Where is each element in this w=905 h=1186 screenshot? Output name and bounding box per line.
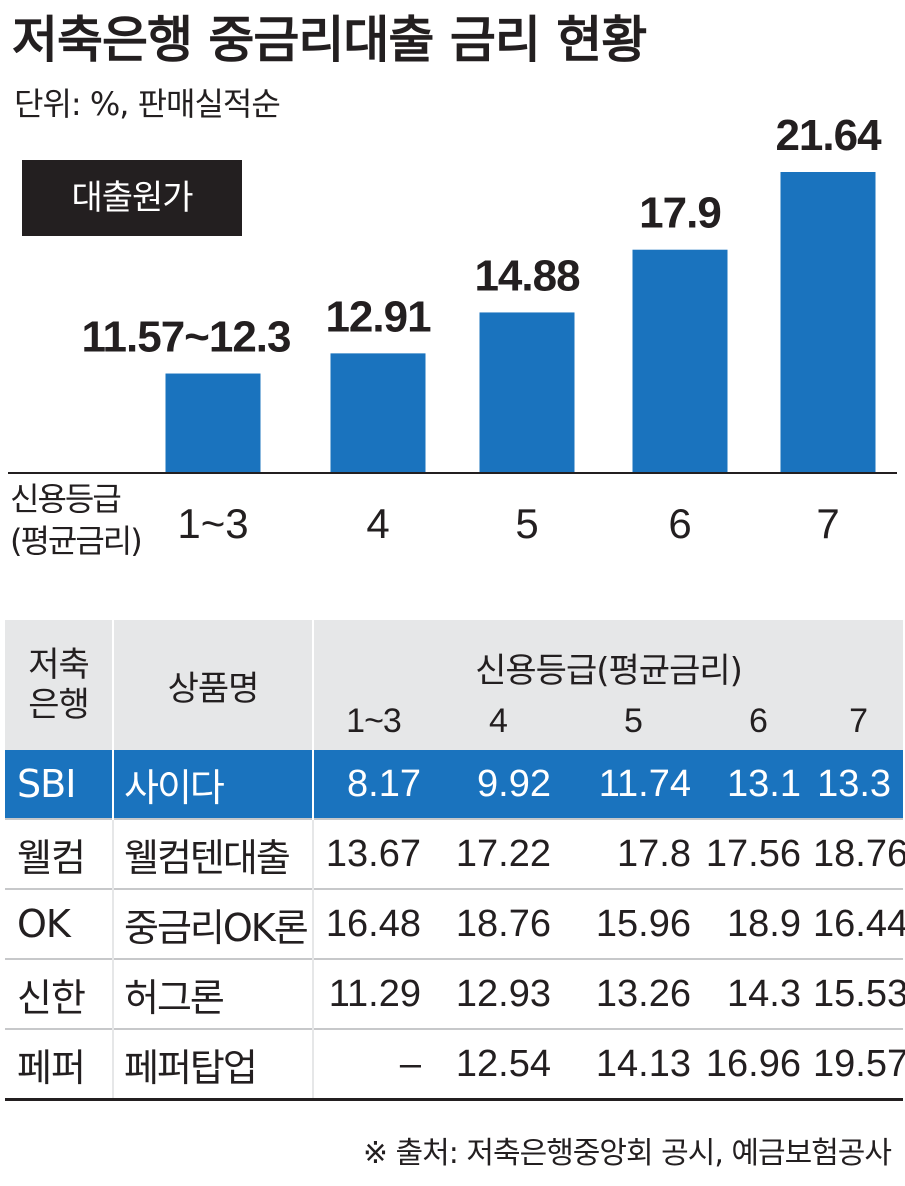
bar-4 bbox=[780, 172, 876, 472]
rate-cell: 11.29 bbox=[313, 958, 433, 1029]
bar-value-label-3: 17.9 bbox=[639, 189, 721, 238]
bar-1 bbox=[330, 353, 426, 472]
header-grade-3: 6 bbox=[703, 692, 813, 750]
source-note: ※ 출처: 저축은행중앙회 공시, 예금보험공사 bbox=[362, 1136, 892, 1171]
rate-table: 저축 은행 상품명 신용등급(평균금리) 1~3 4 5 6 7 SBI 사이다 8.17 9… bbox=[5, 620, 905, 1101]
rate-cell: 13.26 bbox=[563, 958, 703, 1029]
product-name: 페퍼탑업 bbox=[113, 1028, 314, 1100]
header-bank: 저축 은행 bbox=[5, 620, 114, 750]
rate-cell: 17.22 bbox=[433, 818, 563, 889]
bank-name: 웰컴 bbox=[5, 818, 114, 889]
rate-cell: 12.93 bbox=[433, 958, 563, 1029]
x-tick-label-2: 5 bbox=[515, 500, 538, 547]
x-tick-label-1: 4 bbox=[366, 500, 389, 547]
header-grade-4: 7 bbox=[813, 692, 904, 750]
x-tick-label-3: 6 bbox=[668, 500, 691, 547]
header-grade-1: 4 bbox=[433, 692, 563, 750]
bar-2 bbox=[479, 312, 575, 472]
header-bank-line1: 저축 bbox=[28, 645, 90, 685]
table-row: 신한 허그론 11.29 12.93 13.26 14.3 15.53 bbox=[5, 958, 905, 1029]
table-row: OK 중금리OK론 16.48 18.76 15.96 18.9 16.44 bbox=[5, 888, 905, 959]
bar-value-label-2: 14.88 bbox=[474, 251, 580, 300]
rate-cell: – bbox=[313, 1028, 433, 1100]
bar-value-label-0: 11.57~12.3 bbox=[81, 313, 290, 362]
bar-3 bbox=[632, 249, 728, 472]
rate-cell: 13.3 bbox=[813, 750, 904, 819]
rate-cell: 14.3 bbox=[703, 958, 813, 1029]
bar-value-label-4: 21.64 bbox=[775, 111, 882, 160]
rate-cell: 16.96 bbox=[703, 1028, 813, 1100]
table-row: SBI 사이다 8.17 9.92 11.74 13.1 13.3 bbox=[5, 750, 904, 819]
table-row: 웰컴 웰컴텐대출 13.67 17.22 17.8 17.56 18.76 bbox=[5, 818, 905, 889]
bank-name: 신한 bbox=[5, 958, 114, 1029]
unit-note: 단위: %, 판매실적순 bbox=[14, 85, 281, 123]
bar-chart: 11.57~12.3 1~3 12.91 4 14.88 5 17.9 6 21.64 7 bbox=[8, 111, 897, 547]
product-name: 중금리OK론 bbox=[113, 888, 314, 959]
header-grade-group: 신용등급(평균금리) bbox=[313, 620, 904, 692]
header-grade-0: 1~3 bbox=[313, 692, 433, 750]
product-name: 웰컴텐대출 bbox=[113, 818, 314, 889]
x-tick-label-0: 1~3 bbox=[177, 500, 248, 547]
bank-name: OK bbox=[5, 888, 114, 959]
bar-0 bbox=[165, 373, 261, 472]
bank-name: SBI bbox=[5, 750, 114, 819]
cost-tag: 대출원가 bbox=[22, 160, 242, 236]
rate-cell: 13.67 bbox=[313, 818, 433, 889]
rate-cell: 18.76 bbox=[813, 818, 905, 889]
rate-cell: 9.92 bbox=[433, 750, 563, 819]
table-row: 페퍼 페퍼탑업 –12.54 14.13 16.96 19.57 bbox=[5, 1028, 905, 1100]
rate-cell: 17.56 bbox=[703, 818, 813, 889]
rate-cell: 13.1 bbox=[703, 750, 813, 819]
rate-cell: 11.74 bbox=[563, 750, 703, 819]
rate-cell: 16.44 bbox=[813, 888, 905, 959]
x-axis-label-line2: (평균금리) bbox=[10, 522, 143, 560]
rate-cell: 18.76 bbox=[433, 888, 563, 959]
rate-cell: 17.8 bbox=[563, 818, 703, 889]
header-product: 상품명 bbox=[113, 620, 314, 750]
x-axis-label: 신용등급 (평균금리) bbox=[10, 478, 143, 562]
rate-cell: 15.96 bbox=[563, 888, 703, 959]
header-grade-2: 5 bbox=[563, 692, 703, 750]
x-tick-label-4: 7 bbox=[816, 500, 839, 547]
rate-cell: 19.57 bbox=[813, 1028, 905, 1100]
bank-name: 페퍼 bbox=[5, 1028, 114, 1100]
rate-cell: 12.54 bbox=[433, 1028, 563, 1100]
rate-cell: 8.17 bbox=[313, 750, 433, 819]
chart-title: 저축은행 중금리대출 금리 현황 bbox=[12, 11, 647, 69]
header-bank-line2: 은행 bbox=[28, 685, 90, 725]
bar-value-label-1: 12.91 bbox=[325, 292, 431, 341]
rate-cell: 14.13 bbox=[563, 1028, 703, 1100]
rate-cell: 16.48 bbox=[313, 888, 433, 959]
product-name: 사이다 bbox=[113, 750, 314, 819]
x-axis-label-line1: 신용등급 bbox=[10, 480, 122, 518]
rate-cell: 15.53 bbox=[813, 958, 905, 1029]
rate-cell: 18.9 bbox=[703, 888, 813, 959]
product-name: 허그론 bbox=[113, 958, 314, 1029]
